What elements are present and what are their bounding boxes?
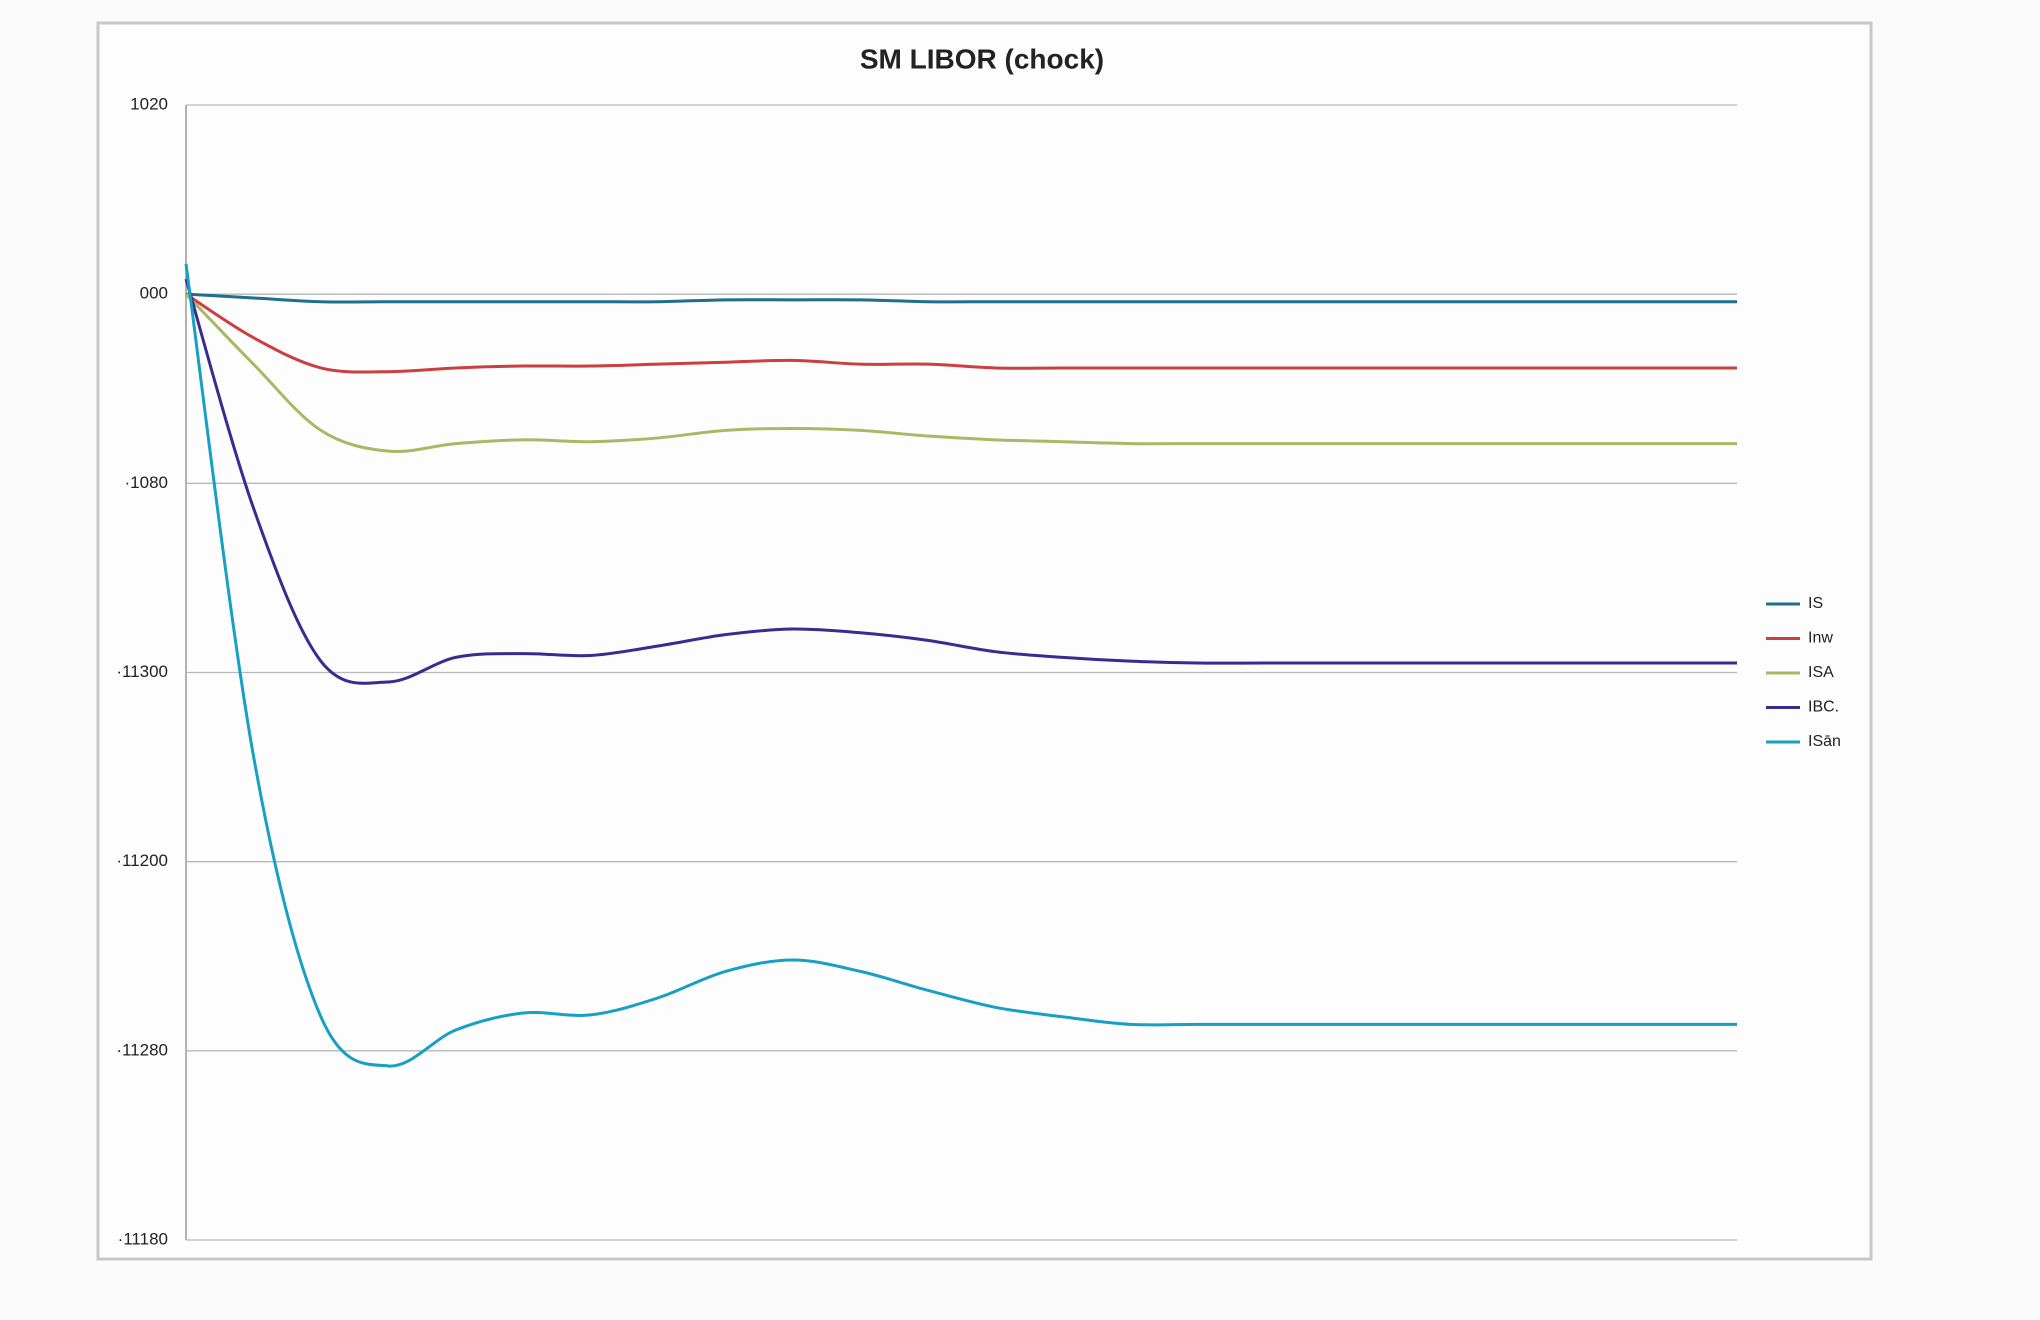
y-tick-label: ·11300 — [116, 662, 168, 681]
y-tick-label: ·11200 — [116, 851, 168, 870]
y-tick-label: ·1080 — [125, 473, 168, 492]
y-tick-label: 000 — [140, 284, 168, 303]
line-series — [185, 292, 1737, 304]
line-series — [184, 263, 1737, 1068]
line-series — [184, 293, 1737, 454]
legend-label: IBC. — [1808, 699, 1839, 716]
y-tick-label: ·11280 — [116, 1040, 168, 1059]
legend-label: ISA — [1808, 664, 1834, 681]
y-tick-label: ·11180 — [118, 1229, 168, 1248]
legend-label: ISān — [1808, 733, 1841, 750]
line-series — [185, 292, 1737, 374]
chart-title: SM LIBOR (chock) — [860, 43, 1104, 74]
line-series — [184, 278, 1737, 685]
legend-label: Inw — [1808, 630, 1833, 647]
chart-frame — [96, 21, 1873, 1261]
legend-label: IS — [1808, 595, 1823, 612]
y-tick-label: 1020 — [130, 94, 168, 113]
